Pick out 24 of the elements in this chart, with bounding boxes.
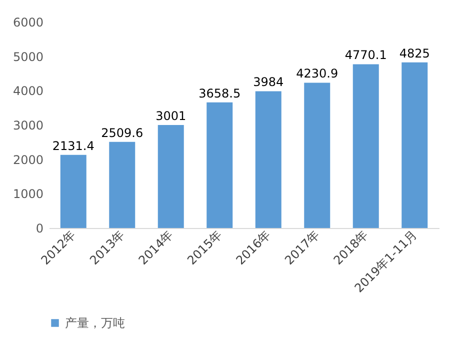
y-tick-label: 2000 (12, 152, 44, 167)
y-tick-label: 1000 (12, 187, 44, 202)
y-tick-label: 6000 (12, 16, 44, 30)
y-tick-label: 3000 (12, 118, 44, 132)
data-label: 2509.6 (101, 126, 144, 140)
bar (206, 102, 233, 228)
bar (304, 82, 330, 228)
data-label: 3984 (253, 75, 284, 90)
bar (402, 62, 428, 228)
data-label: 4230.9 (296, 66, 338, 81)
bar (60, 154, 86, 228)
y-tick-label: 4000 (12, 84, 44, 98)
y-tick-label: 0 (36, 222, 44, 236)
data-label: 2131.4 (52, 138, 94, 153)
data-label: 3001 (156, 108, 186, 123)
data-label: 3658.5 (198, 86, 241, 100)
data-label: 4825 (399, 46, 430, 60)
data-label: 4770.1 (344, 48, 387, 62)
legend-label: 产量，万吨 (65, 316, 125, 330)
y-tick-label: 5000 (12, 50, 44, 64)
bar (158, 124, 184, 228)
bar (109, 142, 136, 228)
bar (255, 91, 282, 228)
bar (352, 64, 379, 228)
